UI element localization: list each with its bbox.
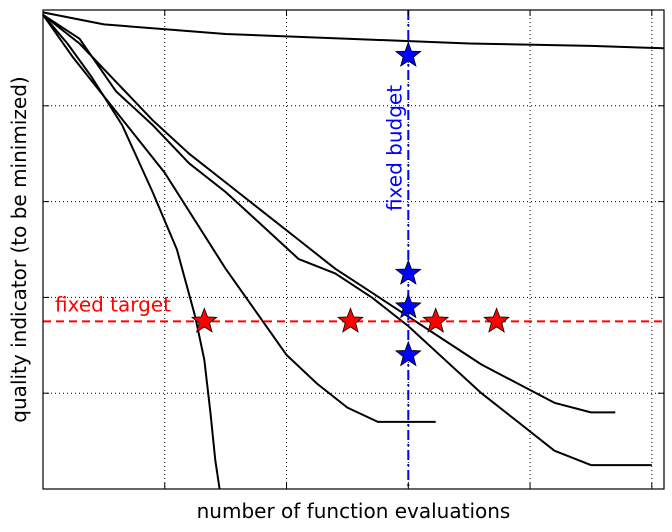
axis-ticks	[43, 10, 664, 489]
grid	[43, 10, 664, 489]
red-star-marker	[422, 307, 450, 333]
reference-lines	[43, 10, 664, 489]
series-line-5	[42, 14, 436, 423]
red-star-marker	[190, 307, 218, 333]
series-line-3	[42, 14, 616, 414]
plot-frame	[42, 9, 665, 490]
fixed-budget-label: fixed budget	[382, 85, 406, 211]
red-star-marker	[337, 307, 364, 333]
y-axis-label: quality indicator (to be minimized)	[7, 76, 31, 422]
series-group	[42, 11, 665, 490]
blue-star-marker	[394, 259, 422, 285]
series-line-1	[42, 11, 665, 50]
red-star-marker	[483, 307, 510, 333]
series-line-2	[42, 14, 221, 490]
x-axis-label: number of function evaluations	[197, 499, 511, 523]
blue-star-marker	[394, 41, 422, 67]
blue-star-marker	[394, 340, 422, 367]
blue-star-marker	[394, 292, 422, 319]
fixed-target-label: fixed target	[55, 292, 171, 316]
stars	[190, 41, 510, 367]
series-line-4	[42, 13, 652, 467]
